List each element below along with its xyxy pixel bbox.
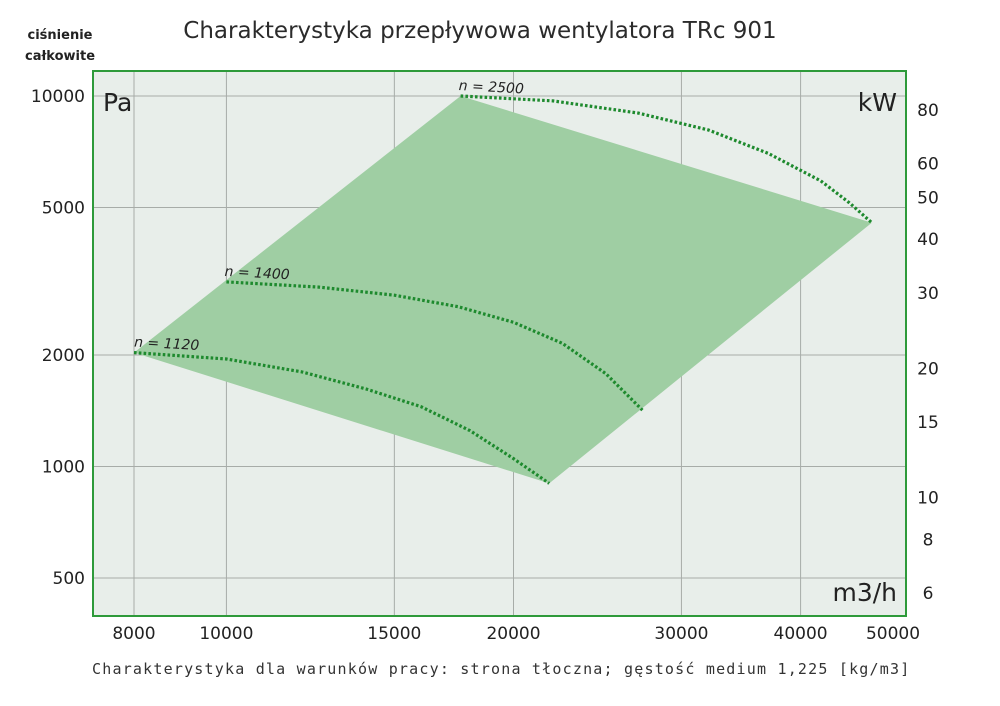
y-tick-label: 5000 <box>42 199 85 219</box>
y2-tick-label: 6 <box>923 584 934 604</box>
y2-tick-label: 50 <box>917 189 939 209</box>
y2-tick-label: 8 <box>923 530 934 550</box>
y-tick-label: 10000 <box>31 87 85 107</box>
x-tick-label: 10000 <box>199 624 253 644</box>
y2-tick-label: 15 <box>917 413 939 433</box>
curve-label: n = 1120 <box>134 335 200 354</box>
y-tick-label: 2000 <box>42 346 85 366</box>
y2-tick-label: 60 <box>917 155 939 175</box>
y2-tick-label: 20 <box>917 359 939 379</box>
operating-region <box>134 96 872 484</box>
chart-title: Charakterystyka przepływowa wentylatora … <box>183 18 777 44</box>
plot-frame <box>92 70 907 617</box>
x-tick-label: 50000 <box>866 624 920 644</box>
x-tick-label: 40000 <box>774 624 828 644</box>
speed-curve <box>133 351 551 485</box>
y2-tick-label: 10 <box>917 489 939 509</box>
y-tick-label: 1000 <box>42 457 85 477</box>
y-tick-label: 500 <box>53 569 85 589</box>
curve-label: n = 2500 <box>458 78 524 97</box>
x-tick-label: 15000 <box>367 624 421 644</box>
x-tick-label: 20000 <box>486 624 540 644</box>
footnote: Charakterystyka dla warunków pracy: stro… <box>92 660 911 678</box>
y2-unit-label: kW <box>858 88 897 117</box>
x-unit-label: m3/h <box>832 578 897 607</box>
y-axis-title: ciśnienie całkowite <box>24 28 96 64</box>
x-tick-label: 30000 <box>654 624 708 644</box>
y-unit-label: Pa <box>103 88 132 117</box>
y2-tick-label: 40 <box>917 230 939 250</box>
y2-tick-label: 80 <box>917 101 939 121</box>
x-tick-label: 8000 <box>112 624 155 644</box>
speed-curve <box>460 94 873 224</box>
y2-tick-label: 30 <box>917 284 939 304</box>
curve-label: n = 1400 <box>224 264 290 283</box>
